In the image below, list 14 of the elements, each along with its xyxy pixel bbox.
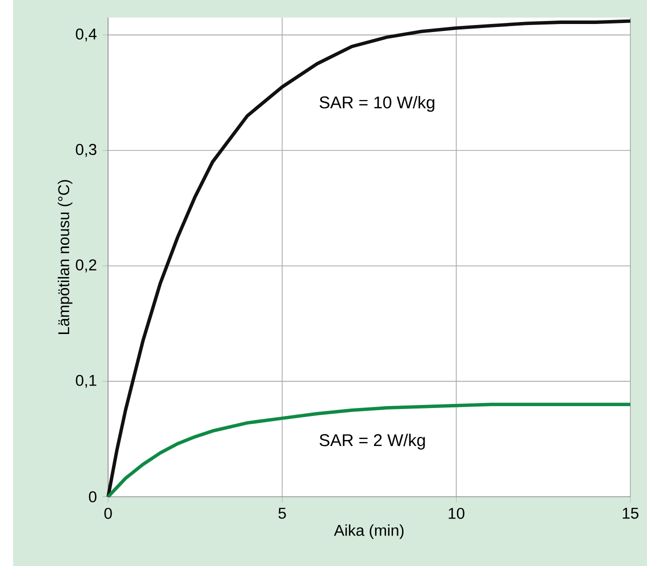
series-label: SAR = 2 W/kg (320, 434, 425, 450)
x-axis-title: Aika (min) (334, 524, 404, 539)
y-tick-label: 0,4 (76, 28, 97, 42)
y-tick-label: 0,1 (76, 374, 96, 388)
y-tick-label: 0,2 (76, 259, 96, 272)
series-label: SAR = 10 W/kg (320, 96, 434, 112)
y-tick-label: 0 (88, 491, 96, 502)
y-axis-title: Lämpötilan nousu (°C) (58, 180, 72, 334)
x-tick-label: 5 (278, 508, 286, 519)
x-tick-label: 0 (104, 508, 112, 519)
x-tick-label: 15 (622, 508, 638, 519)
x-tick-label: 10 (448, 508, 464, 519)
line-series (106, 19, 632, 498)
y-tick-label: 0,3 (76, 144, 96, 157)
